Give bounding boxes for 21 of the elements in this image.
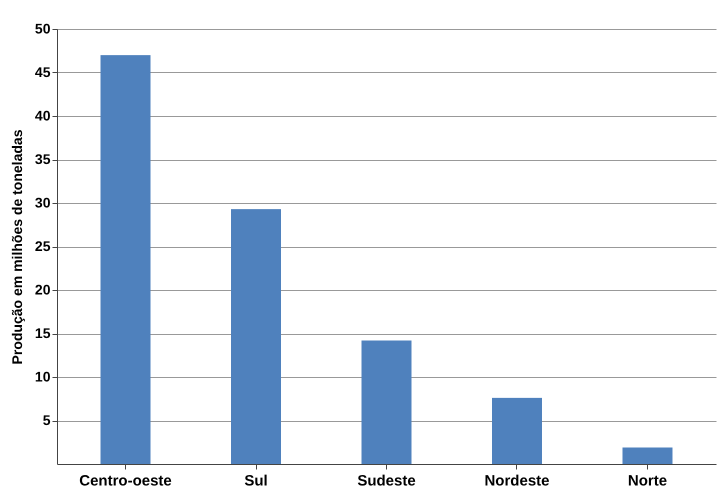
y-tick-label: 30 — [34, 194, 51, 210]
bar — [492, 398, 542, 464]
bar — [362, 340, 412, 464]
bar — [231, 209, 282, 464]
y-tick-label: 50 — [34, 20, 51, 36]
y-tick-label: 25 — [34, 238, 51, 254]
y-tick-label: 45 — [34, 64, 51, 80]
bar — [100, 55, 151, 464]
bar — [622, 447, 672, 464]
y-tick-label: 10 — [34, 368, 51, 384]
x-tick-label: Sul — [244, 472, 268, 490]
x-tick-label: Centro-oeste — [79, 472, 172, 490]
y-tick-label: 5 — [42, 412, 51, 428]
x-tick-label: Norte — [628, 472, 668, 490]
y-tick-label: 40 — [34, 108, 51, 124]
y-tick-label: 15 — [34, 325, 51, 341]
y-tick-label: 35 — [34, 151, 51, 167]
y-tick-label: 20 — [34, 282, 51, 298]
y-axis-title: Produção em milhões de toneladas — [8, 129, 25, 364]
x-tick-label: Nordeste — [484, 472, 550, 490]
x-tick-label: Sudeste — [357, 472, 416, 490]
